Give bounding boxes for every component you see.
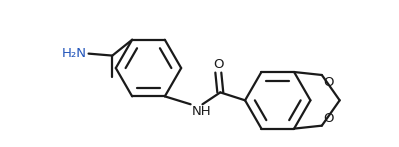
Text: NH: NH (192, 105, 211, 118)
Text: O: O (323, 112, 333, 125)
Text: H₂N: H₂N (61, 47, 87, 60)
Text: O: O (213, 58, 223, 71)
Text: O: O (323, 76, 333, 89)
